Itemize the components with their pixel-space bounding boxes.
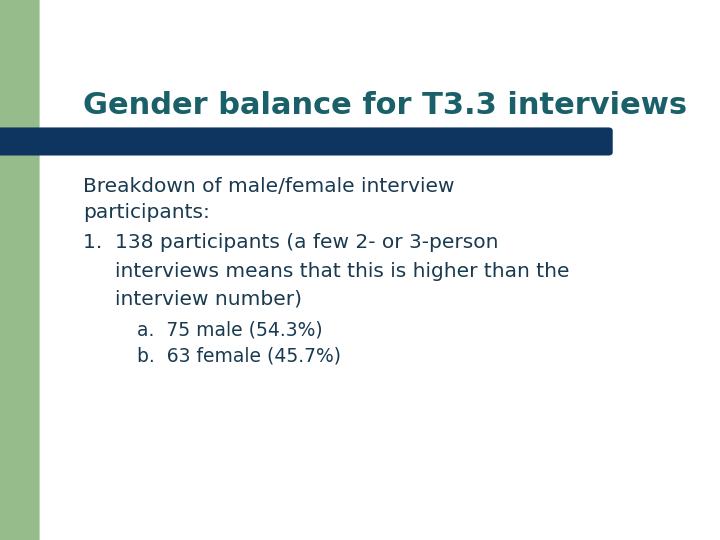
Text: b.  63 female (45.7%): b. 63 female (45.7%) — [137, 347, 341, 366]
Bar — [0, 0, 238, 130]
Text: participants:: participants: — [83, 202, 210, 222]
Text: 1.  138 participants (a few 2- or 3-person: 1. 138 participants (a few 2- or 3-perso… — [83, 233, 498, 253]
Text: a.  75 male (54.3%): a. 75 male (54.3%) — [137, 321, 323, 340]
FancyBboxPatch shape — [40, 119, 720, 540]
Bar — [0, 130, 54, 540]
Text: Breakdown of male/female interview: Breakdown of male/female interview — [83, 177, 454, 196]
FancyBboxPatch shape — [0, 127, 613, 156]
Text: interviews means that this is higher than the: interviews means that this is higher tha… — [115, 261, 570, 281]
FancyBboxPatch shape — [40, 0, 720, 162]
Text: Gender balance for T3.3 interviews: Gender balance for T3.3 interviews — [83, 91, 687, 120]
Text: interview number): interview number) — [115, 289, 302, 309]
Bar — [238, 0, 720, 130]
